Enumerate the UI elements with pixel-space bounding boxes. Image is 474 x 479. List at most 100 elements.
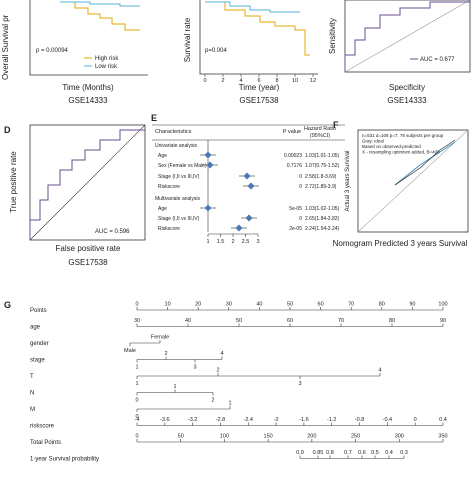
tick-label: 0.8 xyxy=(326,450,334,456)
p-value: p=0.004 xyxy=(205,48,228,54)
tick-label: -3.2 xyxy=(188,417,197,423)
tick-label: 100 xyxy=(220,434,229,440)
x-tick-label: 4 xyxy=(239,78,242,84)
row-label: Total Points xyxy=(30,440,61,446)
tick-label: -3.6 xyxy=(160,417,169,423)
row-label: riskscore xyxy=(30,424,55,430)
x-label: Time (year) xyxy=(239,83,280,92)
tick-label: 1 xyxy=(135,365,138,371)
tick-label: -4 xyxy=(135,417,140,423)
tick-label: 2 xyxy=(211,398,214,404)
tick-label: 90 xyxy=(440,318,446,324)
tick-label: 80 xyxy=(379,302,385,308)
section-label: Multivariate analysis xyxy=(155,196,201,202)
x-tick-label: 10 xyxy=(292,78,298,84)
p-value: 0 xyxy=(299,174,302,180)
row-label: stage xyxy=(30,358,45,364)
tick-label: 40 xyxy=(256,302,262,308)
tick-label: 0 xyxy=(135,414,138,420)
tick-label: 350 xyxy=(438,434,447,440)
tick-label: 0.7 xyxy=(344,450,352,456)
tick-label: 300 xyxy=(395,434,404,440)
note: X - resampling optimism added, B=400 xyxy=(362,150,440,155)
p-value: 2e-05 xyxy=(289,226,302,232)
tick-label: 0 xyxy=(135,302,138,308)
tick-label: 80 xyxy=(389,318,395,324)
tick-label: -1.2 xyxy=(327,417,336,423)
tick-label: 70 xyxy=(348,302,354,308)
note: n=531 d=108 p=7, 79 subjects per group xyxy=(362,133,444,138)
note: Gray: ideal xyxy=(362,139,384,144)
notes: n=531 d=108 p=7, 79 subjects per groupGr… xyxy=(362,133,444,155)
header: Hazard Ratio xyxy=(304,126,336,132)
estimate xyxy=(204,151,212,159)
panel-letter: F xyxy=(333,120,339,130)
tick-label: 0.6 xyxy=(358,450,366,456)
tick-label: 0.4 xyxy=(385,450,393,456)
tick-label: 30 xyxy=(226,302,232,308)
roc-curve xyxy=(344,1,470,72)
tick-label: 1 xyxy=(135,381,138,387)
x-tick-label: 8 xyxy=(275,78,278,84)
tick-label: 0.5 xyxy=(371,450,379,456)
km-curve xyxy=(205,1,300,13)
hazard-ratio: 1.03(1.01-1.05) xyxy=(305,153,340,159)
dataset: GSE17538 xyxy=(239,96,279,105)
y-label: Actual 3 years Survival xyxy=(345,150,351,211)
tick-label: -2.8 xyxy=(216,417,225,423)
estimate xyxy=(243,172,251,180)
row-label: Riskscore xyxy=(158,226,180,232)
tick-label: 3 xyxy=(193,365,196,371)
diagonal xyxy=(29,124,146,241)
tick-label: -1.6 xyxy=(299,417,308,423)
note: Based on observed-predicted xyxy=(362,144,421,149)
x-label: False positive rate xyxy=(56,244,121,253)
tick-label: 1 xyxy=(173,384,176,390)
tick-label: 0 xyxy=(135,434,138,440)
x-label: Specificity xyxy=(389,83,425,92)
forest-plot: Characteristics P value Hazard Ratio(95%CI… xyxy=(155,126,340,245)
auc: AUC = 0.677 xyxy=(420,57,455,63)
tick-label: 30 xyxy=(134,318,140,324)
panel-letter: E xyxy=(151,113,157,123)
tick-label: 70 xyxy=(338,318,344,324)
tick-label: 0.4 xyxy=(439,417,447,423)
x-tick-label: 6 xyxy=(257,78,260,84)
tick-label: Male xyxy=(124,348,136,354)
row-label: Age xyxy=(158,153,167,159)
estimate xyxy=(235,224,243,232)
row-label: 1-year Survival probability xyxy=(30,457,99,463)
tick-label: 4 xyxy=(220,351,223,357)
y-label: Overall Survival pr xyxy=(1,14,10,80)
axis-frame xyxy=(344,0,471,73)
x-label: Time (Months) xyxy=(62,83,114,92)
row-label: Riskscore xyxy=(158,184,180,190)
tick-label: 0.85 xyxy=(313,450,324,456)
tick-label: 0 xyxy=(414,417,417,423)
calibration-line xyxy=(394,141,456,186)
x-tick-label: 2 xyxy=(231,239,234,245)
p-value: 0 xyxy=(299,216,302,222)
tick-label: 50 xyxy=(178,434,184,440)
calibration-line xyxy=(394,139,456,186)
roc-curve xyxy=(29,129,145,240)
x-tick-label: 2.5 xyxy=(242,239,250,245)
y-label: Sensitivity xyxy=(328,18,337,54)
hazard-ratio: 1.03(1.02-1.05) xyxy=(305,206,340,212)
tick-label: 60 xyxy=(318,302,324,308)
row-label: Stage (I,II vs III,IV) xyxy=(158,174,200,180)
p-value: 0.7176 xyxy=(287,163,303,169)
tick-label: 90 xyxy=(409,302,415,308)
x-tick-label: 3 xyxy=(256,239,259,245)
tick-label: 200 xyxy=(307,434,316,440)
tick-label: -0.4 xyxy=(383,417,392,423)
x-tick-label: 1.5 xyxy=(217,239,225,245)
row-label: gender xyxy=(30,341,49,347)
hazard-ratio: 2.72(1.89-3.9) xyxy=(305,184,337,190)
tick-label: 50 xyxy=(236,318,242,324)
x-label: Nomogram Predicted 3 years Survival xyxy=(333,239,468,248)
row-label: Sex (Female vs Male) xyxy=(158,163,207,169)
